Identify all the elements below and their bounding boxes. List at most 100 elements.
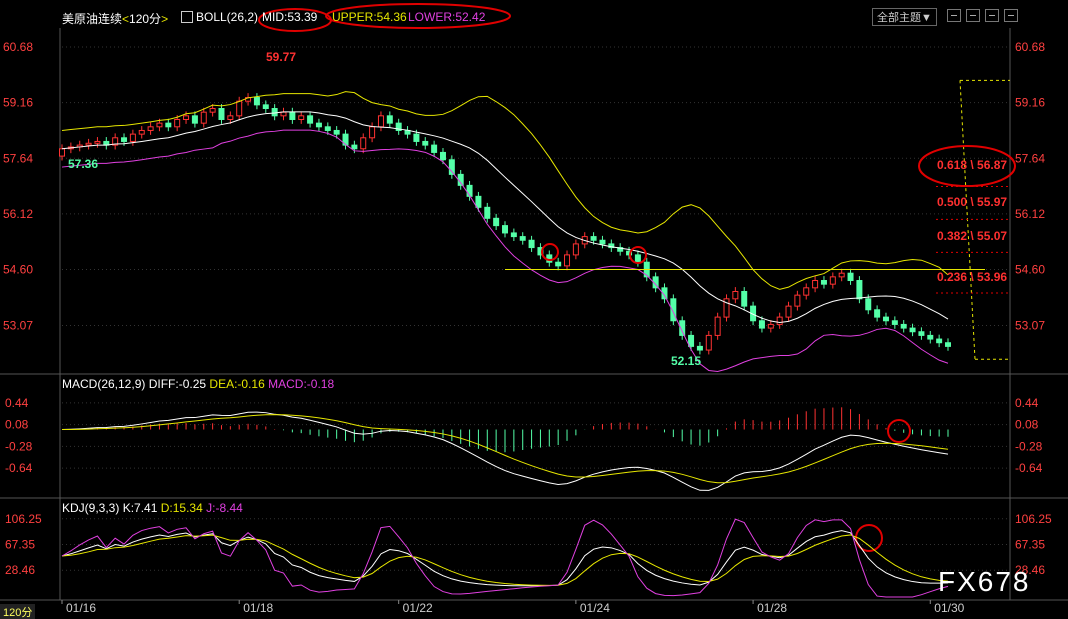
window-expand-icon[interactable] [985, 9, 999, 22]
kdj-j-line [61, 518, 949, 598]
candle-body [59, 148, 65, 157]
candle-body [94, 140, 101, 144]
candle-body [360, 137, 367, 150]
macd-dea-line [61, 414, 949, 484]
macd-cross-circle [887, 419, 911, 443]
kdj-cross-circle [855, 524, 883, 552]
price-tick-left: 60.68 [3, 40, 33, 54]
candle-body [714, 316, 721, 336]
candle-body [572, 243, 579, 256]
candle-body [227, 115, 234, 120]
candle-body [874, 309, 881, 318]
price-tick-right: 59.16 [1015, 96, 1045, 110]
candle-body [670, 298, 677, 322]
kdj-tick-right: 106.25 [1015, 512, 1052, 526]
candle-body [324, 126, 331, 131]
candle-body [865, 298, 872, 311]
bands-highlight-circle [325, 3, 511, 29]
candle-body [528, 239, 535, 249]
candle-body [448, 159, 455, 175]
symbol-label: 美原油连续<120分> [62, 12, 169, 26]
candle-body [342, 133, 349, 146]
low-label: 52.15 [671, 354, 702, 368]
candle-body [838, 272, 845, 278]
timeframe-tab[interactable]: 120分 [0, 604, 36, 619]
indicator-icon[interactable] [181, 11, 193, 23]
start-low-label: 57.36 [68, 157, 99, 171]
candle-body [732, 290, 739, 300]
macd-tick-right: -0.28 [1015, 439, 1043, 453]
candle-body [829, 276, 836, 285]
fib-0382-label: 0.382 \ 55.07 [937, 229, 1008, 243]
kdj-k: K:7.41 [122, 501, 158, 515]
candle-body [112, 137, 119, 146]
kdj-tick-left: 106.25 [5, 512, 42, 526]
macd-tick-left: 0.08 [5, 418, 29, 432]
candle-body [484, 206, 491, 219]
price-tick-right: 54.60 [1015, 263, 1045, 277]
candle-body [758, 320, 765, 329]
indicator-label[interactable]: BOLL(26,2) [196, 10, 259, 24]
window-grid-icon[interactable] [966, 9, 980, 22]
price-tick-right: 56.12 [1015, 207, 1045, 221]
candle-body [617, 247, 624, 252]
period-label[interactable]: 120分 [129, 12, 162, 26]
macd-header: MACD(26,12,9) DIFF:-0.25 DEA:-0.16 MACD:… [62, 377, 334, 391]
candle-body [174, 118, 181, 128]
macd-tick-left: 0.44 [5, 396, 29, 410]
candle-body [253, 97, 260, 106]
candle-body [812, 280, 819, 289]
window-min-icon[interactable] [947, 9, 961, 22]
candle-body [936, 338, 943, 344]
candle-body [847, 272, 854, 282]
price-tick-left: 59.16 [3, 96, 33, 110]
candle-body [289, 111, 296, 120]
x-tick-label: 01/24 [580, 601, 610, 615]
candle-body [519, 236, 526, 241]
kdj-d-line [61, 534, 949, 586]
theme-dropdown[interactable]: 全部主题▼ [872, 8, 937, 26]
candle-body [945, 342, 951, 347]
candle-body [900, 323, 907, 329]
candle-body [767, 323, 774, 329]
candle-body [891, 320, 898, 325]
fib-0236-label: 0.236 \ 53.96 [937, 270, 1008, 284]
candle-body [776, 316, 783, 325]
candle-body [688, 334, 695, 347]
candle-body [315, 122, 322, 128]
candle-body [856, 280, 863, 300]
kdj-tick-left: 67.35 [5, 538, 35, 552]
support-circle-1 [541, 243, 559, 261]
candle-body [431, 144, 438, 153]
lower-value: LOWER:52.42 [408, 10, 486, 24]
candle-body [218, 108, 225, 120]
kdj-tick-left: 28.46 [5, 563, 35, 577]
fib-0618-label: 0.618 \ 56.87 [937, 158, 1008, 172]
candle-body [634, 254, 641, 263]
candle-body [927, 334, 934, 340]
kdj-k-line [61, 530, 949, 587]
candle-body [439, 151, 446, 161]
candle-body [599, 239, 606, 245]
kdj-d: D:15.34 [160, 501, 203, 515]
macd-dea: DEA:-0.16 [209, 377, 265, 391]
x-tick-label: 01/30 [934, 601, 964, 615]
candle-body [129, 133, 136, 142]
kdj-tick-right: 28.46 [1015, 563, 1045, 577]
candle-body [555, 261, 562, 267]
window-close-icon[interactable] [1004, 9, 1018, 22]
x-tick-label: 01/28 [757, 601, 787, 615]
fib-0500-label: 0.500 \ 55.97 [937, 195, 1008, 209]
candle-body [918, 331, 925, 336]
candle-body [351, 144, 358, 150]
macd-name: MACD(26,12,9) [62, 377, 146, 391]
candle-body [794, 294, 801, 307]
price-tick-left: 53.07 [3, 319, 33, 333]
candle-body [333, 129, 340, 135]
macd-tick-left: -0.28 [5, 439, 33, 453]
boll-mid-line [61, 111, 949, 323]
candle-body [502, 225, 508, 234]
candle-body [422, 140, 429, 146]
candle-body [191, 115, 198, 124]
